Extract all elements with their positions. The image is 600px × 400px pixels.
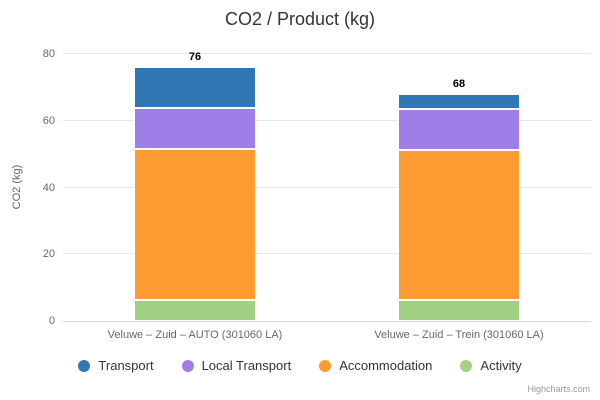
y-gridline	[63, 186, 591, 188]
y-gridline	[63, 119, 591, 121]
legend-marker-icon	[460, 359, 473, 372]
legend-item-label: Transport	[98, 358, 154, 373]
legend-item-label: Accommodation	[339, 358, 433, 373]
bar-segment-activity[interactable]	[398, 299, 520, 321]
bar-segment-transport[interactable]	[134, 67, 256, 109]
stacked-column[interactable]	[134, 67, 256, 321]
stack-total-label: 76	[188, 51, 202, 64]
x-axis-category-label: Veluwe – Zuid – AUTO (301060 LA)	[107, 329, 283, 341]
y-axis-tick-label: 0	[48, 315, 55, 327]
legend: Transport Local Transport Accommodation Act…	[0, 358, 600, 373]
y-axis-tick-label: 60	[42, 114, 55, 127]
x-axis-category-label: Veluwe – Zuid – Trein (301060 LA)	[374, 329, 544, 341]
legend-item-transport[interactable]: Transport	[78, 358, 154, 373]
legend-marker-icon	[319, 359, 332, 372]
y-axis-tick-label: 80	[42, 48, 55, 60]
bar-segment-activity[interactable]	[134, 299, 256, 321]
legend-item-label: Local Transport	[201, 358, 292, 373]
stacked-column[interactable]	[398, 94, 520, 321]
bar-segment-accommodation[interactable]	[398, 149, 520, 300]
chart-title: CO2 / Product (kg)	[224, 9, 376, 29]
y-gridline	[63, 253, 591, 255]
legend-item-local-transport[interactable]: Local Transport	[181, 358, 292, 373]
legend-item-accommodation[interactable]: Accommodation	[319, 358, 432, 373]
legend-item-activity[interactable]: Activity	[460, 358, 522, 373]
highcharts-credit-link[interactable]: Highcharts.com	[527, 384, 590, 394]
y-axis-tick-label: 40	[42, 181, 55, 194]
bar-segment-local-transport[interactable]	[398, 108, 520, 150]
legend-item-label: Activity	[480, 358, 522, 373]
plot-area: 0 20 40 60 80 76 68	[43, 48, 591, 327]
stack-total-label: 68	[452, 78, 466, 91]
bar-segment-transport[interactable]	[398, 94, 520, 109]
y-gridline	[63, 53, 591, 54]
bar-segment-local-transport[interactable]	[134, 108, 256, 149]
legend-marker-icon	[78, 359, 91, 372]
bar-segment-accommodation[interactable]	[134, 148, 256, 300]
y-axis-tick-label: 20	[42, 248, 55, 261]
legend-marker-icon	[181, 359, 194, 372]
